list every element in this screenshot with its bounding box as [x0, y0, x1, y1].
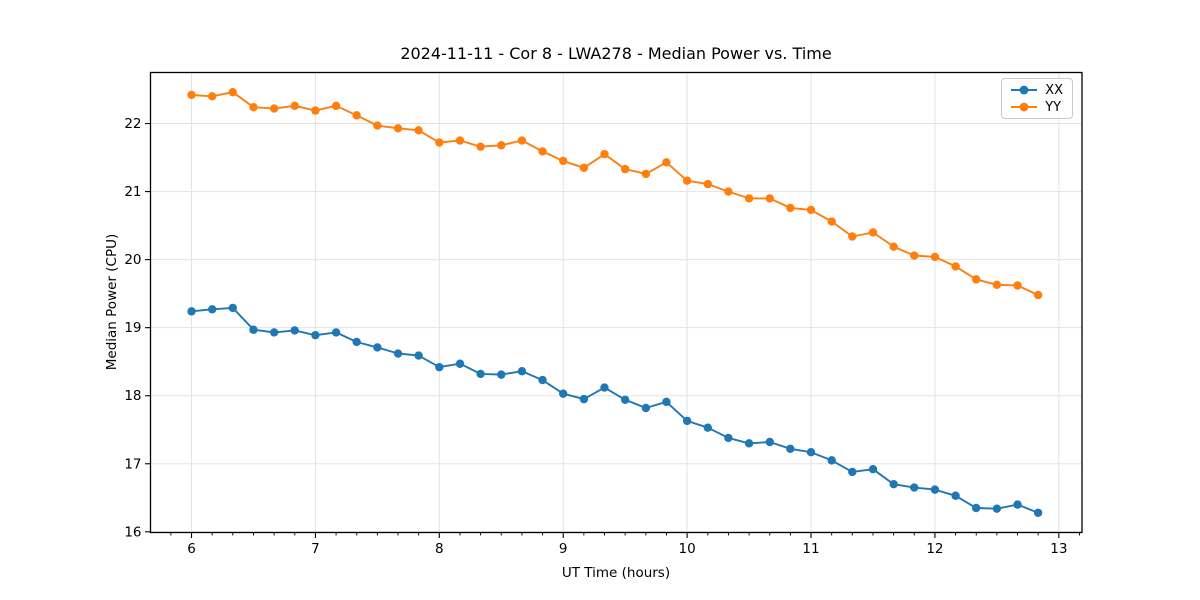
y-axis-label: Median Power (CPU)	[104, 233, 120, 371]
legend-label-xx: XX	[1045, 82, 1063, 98]
svg-text:7: 7	[311, 541, 320, 557]
series-xx	[187, 303, 1043, 517]
svg-text:9: 9	[559, 541, 568, 557]
svg-text:19: 19	[124, 320, 141, 336]
svg-text:17: 17	[124, 456, 141, 472]
legend-item-yy: YY	[1009, 99, 1063, 115]
svg-text:16: 16	[124, 524, 141, 540]
legend-item-xx: XX	[1009, 82, 1063, 98]
chart-title: 2024-11-11 - Cor 8 - LWA278 - Median Pow…	[400, 44, 832, 63]
plot-border	[149, 71, 1083, 534]
legend-line-marker-xx-icon	[1011, 85, 1038, 95]
series-yy	[187, 88, 1043, 300]
svg-text:6: 6	[187, 541, 196, 557]
svg-text:11: 11	[802, 541, 819, 557]
axis-ticks: 6 7 8 9 10 11 12 13 16 17 18 19 20 21 22	[124, 116, 1080, 557]
svg-text:20: 20	[124, 252, 141, 268]
svg-text:18: 18	[124, 388, 141, 404]
legend-label-yy: YY	[1045, 99, 1062, 115]
svg-text:10: 10	[679, 541, 696, 557]
x-axis-label: UT Time (hours)	[561, 565, 671, 581]
gridlines	[150, 72, 1082, 533]
svg-text:13: 13	[1050, 541, 1067, 557]
legend: XX YY	[1001, 78, 1073, 119]
svg-text:12: 12	[926, 541, 943, 557]
svg-text:22: 22	[124, 116, 141, 132]
svg-text:8: 8	[435, 541, 444, 557]
legend-line-marker-yy-icon	[1011, 102, 1038, 112]
svg-text:21: 21	[124, 184, 141, 200]
